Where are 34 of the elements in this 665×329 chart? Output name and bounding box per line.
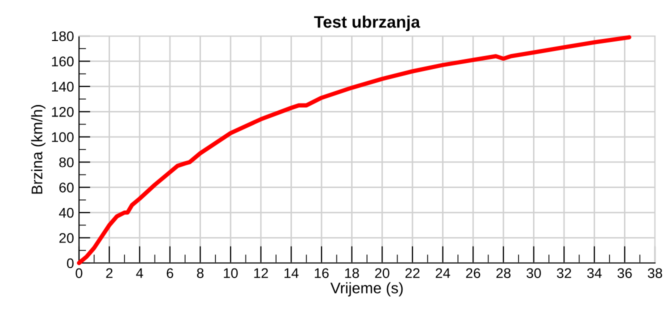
y-tick-label: 60 bbox=[59, 182, 74, 193]
x-tick-label: 18 bbox=[345, 268, 359, 278]
y-tick-label: 180 bbox=[52, 31, 74, 42]
chart-title: Test ubrzanja bbox=[314, 16, 420, 32]
x-tick-label: 36 bbox=[617, 268, 632, 278]
x-tick-label: 24 bbox=[436, 268, 450, 278]
x-tick-label: 34 bbox=[587, 268, 602, 278]
x-tick-label: 38 bbox=[648, 268, 662, 278]
y-tick-label: 100 bbox=[52, 132, 74, 142]
x-tick-label: 12 bbox=[254, 268, 268, 278]
x-tick-label: 26 bbox=[466, 268, 480, 278]
y-tick-label: 160 bbox=[52, 56, 74, 66]
x-tick-label: 28 bbox=[496, 268, 511, 278]
y-tick-label: 80 bbox=[59, 157, 74, 168]
x-tick-label: 4 bbox=[136, 268, 144, 278]
y-axis-title: Brzina (km/h) bbox=[31, 105, 46, 194]
y-tick-label: 0 bbox=[66, 258, 74, 268]
x-tick-label: 16 bbox=[314, 268, 329, 278]
y-tick-label: 140 bbox=[52, 82, 74, 92]
x-tick-label: 0 bbox=[76, 268, 82, 278]
x-tick-label: 30 bbox=[526, 268, 541, 278]
x-tick-label: 22 bbox=[405, 268, 420, 278]
line-series bbox=[76, 35, 632, 266]
x-tick-label: 10 bbox=[224, 268, 238, 278]
x-tick-label: 2 bbox=[106, 268, 112, 278]
x-tick-label: 8 bbox=[197, 268, 204, 278]
y-tick-label: 20 bbox=[59, 233, 74, 243]
y-tick-label: 40 bbox=[59, 208, 74, 218]
x-tick-label: 20 bbox=[375, 268, 390, 278]
y-tick-label: 120 bbox=[52, 107, 74, 117]
x-tick-label: 14 bbox=[284, 268, 299, 278]
x-axis-title: Vrijeme (s) bbox=[330, 282, 403, 296]
x-tick-label: 6 bbox=[166, 268, 174, 278]
x-tick-label: 32 bbox=[556, 268, 572, 278]
